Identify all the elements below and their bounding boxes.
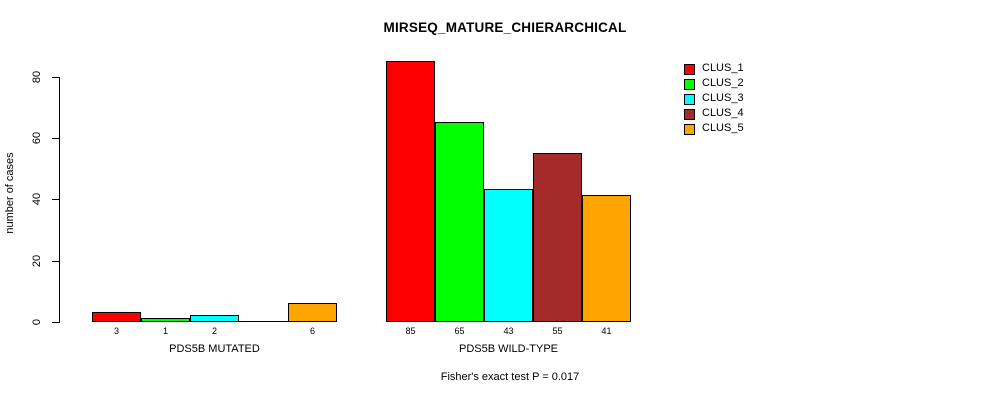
- legend-swatch-clus-2: [684, 79, 695, 90]
- bar-clus-2: [141, 318, 190, 322]
- bar-clus-1: [92, 312, 141, 322]
- y-axis-tick-label: 20: [31, 254, 43, 268]
- group-label-pds5b-wild-type: PDS5B WILD-TYPE: [458, 343, 559, 355]
- y-axis-line: [59, 77, 60, 323]
- bar-value-label: 65: [454, 326, 465, 336]
- legend-swatch-clus-4: [684, 109, 695, 120]
- bar-value-label: 85: [405, 326, 416, 336]
- bar-clus-5: [582, 195, 631, 322]
- legend-label-clus-4: CLUS_4: [702, 107, 744, 119]
- y-axis-tick: [52, 77, 59, 78]
- legend-swatch-clus-1: [684, 64, 695, 75]
- bar-value-label: 41: [601, 326, 612, 336]
- y-axis-tick-label: 60: [31, 131, 43, 145]
- y-axis-tick-label: 0: [31, 318, 43, 326]
- group-label-pds5b-mutated: PDS5B MUTATED: [169, 343, 260, 355]
- bar-value-label: 3: [113, 326, 119, 336]
- bar-clus-1: [386, 61, 435, 322]
- legend-swatch-clus-5: [684, 124, 695, 135]
- bar-value-label: 2: [211, 326, 217, 336]
- bar-value-label: 43: [503, 326, 514, 336]
- legend-label-clus-1: CLUS_1: [702, 62, 744, 74]
- y-axis-tick: [52, 322, 59, 323]
- y-axis-tick: [52, 261, 59, 262]
- y-axis-tick: [52, 138, 59, 139]
- bar-clus-3: [190, 315, 239, 322]
- fisher-test-annotation: Fisher's exact test P = 0.017: [440, 371, 580, 383]
- bar-value-label: 6: [309, 326, 315, 336]
- y-axis-tick-label: 80: [31, 70, 43, 84]
- y-axis-tick: [52, 199, 59, 200]
- y-axis-tick-label: 40: [31, 192, 43, 206]
- legend-label-clus-5: CLUS_5: [702, 122, 744, 134]
- bar-clus-2: [435, 122, 484, 322]
- bar-value-label: 55: [552, 326, 563, 336]
- bar-clus-4-zero: [239, 321, 288, 322]
- bar-clus-3: [484, 189, 533, 322]
- legend-swatch-clus-3: [684, 94, 695, 105]
- bar-clus-4: [533, 153, 582, 322]
- legend-label-clus-3: CLUS_3: [702, 92, 744, 104]
- bar-value-label: 1: [162, 326, 168, 336]
- legend-label-clus-2: CLUS_2: [702, 77, 744, 89]
- chart-title: MIRSEQ_MATURE_CHIERARCHICAL: [383, 20, 627, 35]
- bar-clus-5: [288, 303, 337, 322]
- y-axis-label: number of cases: [4, 152, 16, 234]
